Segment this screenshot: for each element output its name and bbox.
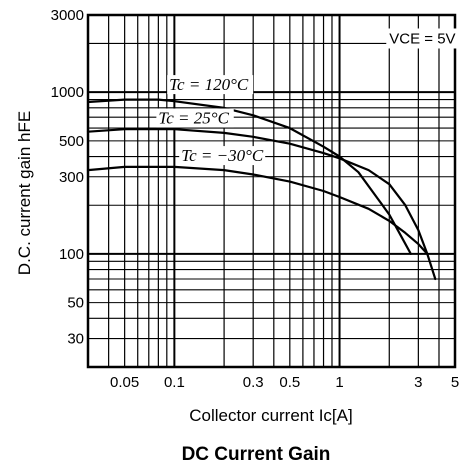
series-label-bg xyxy=(156,108,234,128)
series-label-bg xyxy=(179,146,266,166)
y-tick-label: 1000 xyxy=(51,84,84,101)
series-label-1: Tc = 25°C xyxy=(158,109,229,128)
tick-layer: 0.05 0.1 0.3 0.5 1 3 5 30 50 100 300 500 1000 3000 xyxy=(51,7,460,391)
x-tick-label: 5 xyxy=(451,374,459,391)
x-tick-label: 0.1 xyxy=(164,374,185,391)
y-tick-label: 30 xyxy=(67,331,84,348)
series-line-0 xyxy=(86,98,412,255)
series-label-2: Tc = −30°C xyxy=(181,146,264,165)
chart-caption: DC Current Gain xyxy=(182,444,331,465)
annotation-layer: Tc = 120°C Tc = 25°C Tc = −30°C VCE = 5V xyxy=(156,28,465,166)
series-line-1 xyxy=(86,128,437,281)
y-tick-label: 100 xyxy=(59,246,84,263)
x-tick-label: 0.5 xyxy=(279,374,300,391)
plot-frame xyxy=(86,13,457,369)
x-tick-label: 0.3 xyxy=(243,374,264,391)
series-label-bg xyxy=(167,75,254,95)
condition-label-bg xyxy=(386,28,465,49)
y-tick-label: 500 xyxy=(59,133,84,150)
y-axis-title: D.C. current gain hFE xyxy=(15,111,34,275)
x-tick-label: 1 xyxy=(335,374,343,391)
grid-layer xyxy=(87,14,456,368)
y-tick-label: 3000 xyxy=(51,7,84,24)
condition-label: VCE = 5V xyxy=(389,30,455,47)
series-label-0: Tc = 120°C xyxy=(169,75,249,94)
series-line-2 xyxy=(86,165,429,255)
x-tick-label: 0.05 xyxy=(110,374,139,391)
y-tick-label: 50 xyxy=(67,295,84,312)
y-tick-label: 300 xyxy=(59,169,84,186)
x-axis-title: Collector current Ic[A] xyxy=(189,406,352,425)
x-tick-label: 3 xyxy=(414,374,422,391)
curve-layer xyxy=(86,98,437,281)
